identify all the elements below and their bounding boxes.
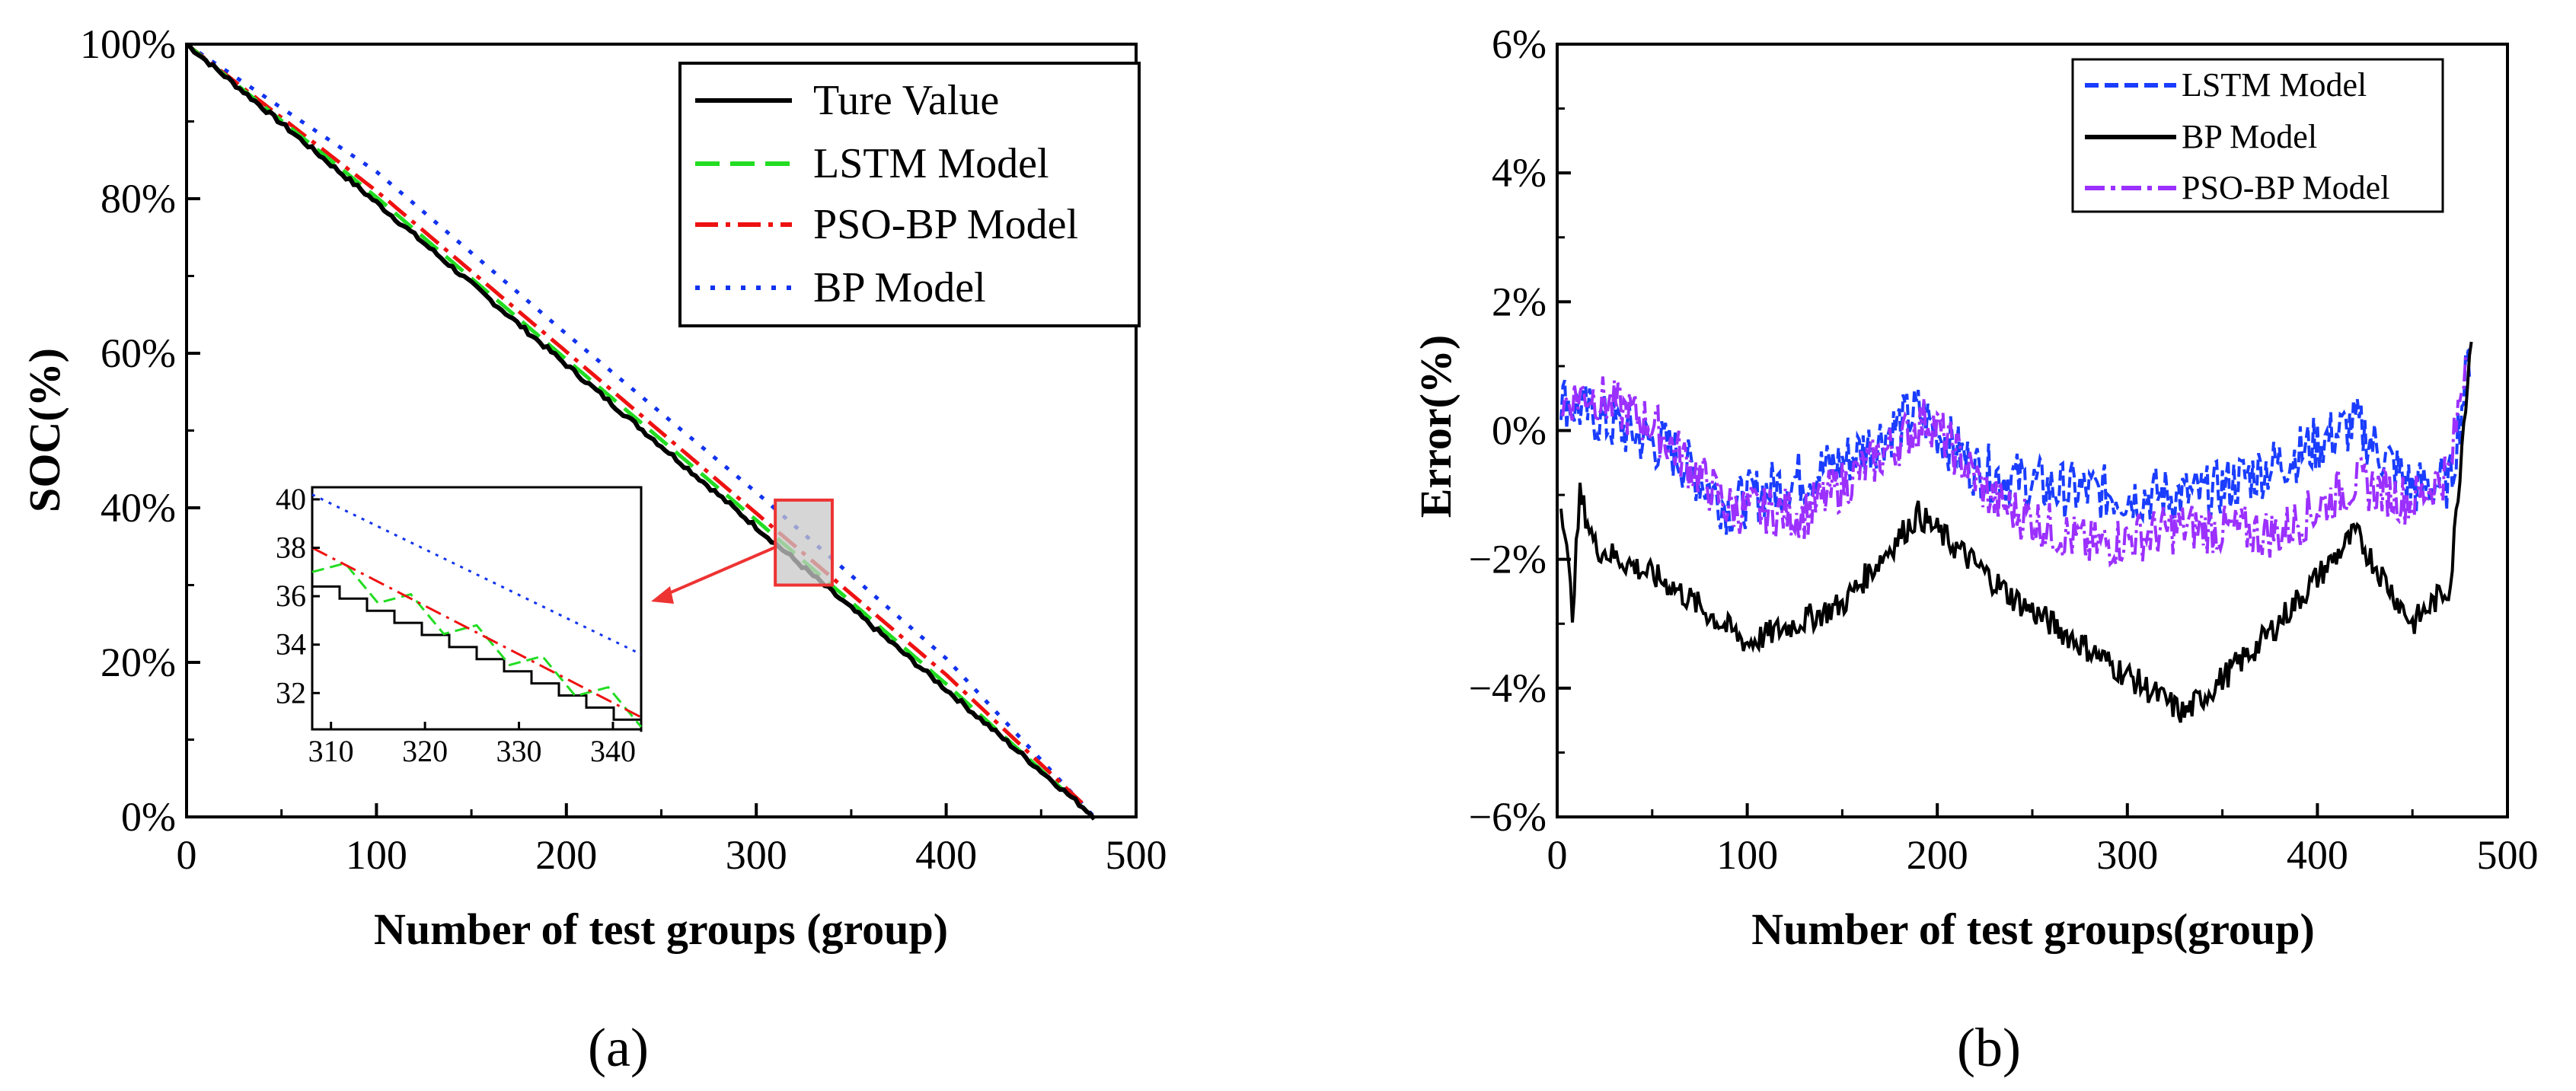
legend-label-err-bp: BP Model: [2182, 118, 2317, 155]
error-series: [1559, 341, 2473, 723]
soc-y-tick-label: 80%: [101, 176, 176, 222]
inset-x-tick-label: 340: [590, 734, 636, 768]
error-legend: LSTM Model BP Model PSO-BP Model: [2071, 58, 2444, 213]
legend-label-err-lstm: LSTM Model: [2182, 66, 2367, 104]
panel-label-b: (b): [1957, 1017, 2021, 1078]
soc-x-tick-label: 100: [346, 832, 407, 878]
error-x-axis-title: Number of test groups(group): [1751, 904, 2315, 954]
soc-plot-frame: [185, 43, 1138, 818]
error-x-tick-label: 300: [2096, 832, 2158, 878]
soc-x-tick-label: 300: [726, 832, 787, 878]
inset-x-tick-label: 320: [402, 734, 448, 768]
error-x-tick-label: 500: [2477, 832, 2539, 878]
error-y-tick-label: −6%: [1469, 794, 1547, 840]
panel-label-a: (a): [588, 1017, 649, 1078]
inset-y-tick-label: 32: [276, 675, 306, 710]
zoom-arrow-head: [651, 586, 674, 604]
inset-series-bp-model: [311, 493, 642, 656]
error-y-tick-label: 4%: [1492, 150, 1547, 196]
soc-y-tick-label: 20%: [101, 640, 176, 685]
inset-y-tick-label: 36: [276, 579, 306, 613]
inset-frame: [311, 486, 643, 731]
legend-label-err-psobp: PSO-BP Model: [2182, 169, 2389, 206]
zoom-region-box: [774, 498, 834, 587]
soc-legend: Ture Value LSTM Model PSO-BP Model BP Mo…: [678, 62, 1141, 327]
legend-label-psobp: PSO-BP Model: [813, 201, 1078, 248]
error-tick-labels: 0 100 200 300 400 500 −6% −4% −2% 0% 2% 4% 6%: [1469, 21, 2539, 878]
soc-series-pso-bp-model: [185, 43, 1088, 809]
soc-x-tick-label: 200: [535, 832, 597, 878]
zoom-arrow: [658, 545, 777, 599]
error-y-tick-label: 6%: [1492, 21, 1547, 67]
inset-y-tick-label: 38: [276, 531, 306, 565]
soc-y-tick-label: 40%: [101, 485, 176, 531]
error-chart-panel: 0 100 200 300 400 500 −6% −4% −2% 0% 2% 4% 6% LSTM M…: [1411, 21, 2539, 1078]
soc-x-tick-label: 0: [177, 832, 197, 878]
soc-y-tick-label: 0%: [121, 794, 176, 840]
error-y-tick-label: 2%: [1492, 279, 1547, 324]
inset-series-pso-bp-model: [311, 547, 642, 719]
soc-x-tick-label: 400: [915, 832, 977, 878]
soc-x-axis-title: Number of test groups (group): [374, 904, 948, 954]
zoom-inset: 310 320 330 340 32 34 36 38 40: [276, 482, 643, 768]
error-x-tick-label: 200: [1907, 832, 1968, 878]
error-series-lstm-model: [1559, 348, 2472, 535]
error-x-tick-label: 400: [2287, 832, 2348, 878]
soc-series-ture-value: [185, 42, 1096, 821]
error-y-tick-label: −4%: [1469, 665, 1547, 711]
legend-label-bp: BP Model: [813, 264, 986, 311]
legend-label-true-value: Ture Value: [813, 77, 999, 124]
inset-x-tick-label: 330: [496, 734, 542, 768]
error-series-bp-model: [1559, 341, 2473, 723]
error-y-tick-label: 0%: [1492, 408, 1547, 454]
error-y-tick-label: −2%: [1469, 537, 1547, 582]
error-x-tick-label: 0: [1547, 832, 1568, 878]
soc-y-tick-label: 100%: [80, 21, 176, 67]
soc-y-tick-label: 60%: [101, 330, 176, 376]
inset-y-tick-label: 34: [276, 627, 306, 662]
inset-ticks: 310 320 330 340 32 34 36 38 40: [276, 482, 636, 768]
error-series-pso-bp-model: [1560, 356, 2468, 568]
inset-x-tick-label: 310: [308, 734, 354, 768]
soc-legend-frame: [678, 62, 1141, 327]
soc-series: [185, 42, 1096, 821]
inset-series-lstm-model: [311, 562, 643, 728]
soc-x-tick-label: 500: [1106, 832, 1167, 878]
error-x-tick-label: 100: [1716, 832, 1778, 878]
error-y-axis-title: Error(%): [1411, 335, 1460, 518]
soc-tick-labels: 0 100 200 300 400 500 0% 20% 40% 60% 80% 100%: [80, 21, 1167, 878]
inset-y-tick-label: 40: [276, 482, 306, 516]
legend-label-lstm: LSTM Model: [813, 140, 1049, 187]
inset-series-ture-value: [311, 585, 643, 732]
soc-series-lstm-model: [185, 43, 1088, 813]
soc-y-axis-title: SOC(%): [20, 348, 69, 512]
inset-series: [311, 493, 643, 732]
error-plot-frame: [1556, 43, 2509, 818]
